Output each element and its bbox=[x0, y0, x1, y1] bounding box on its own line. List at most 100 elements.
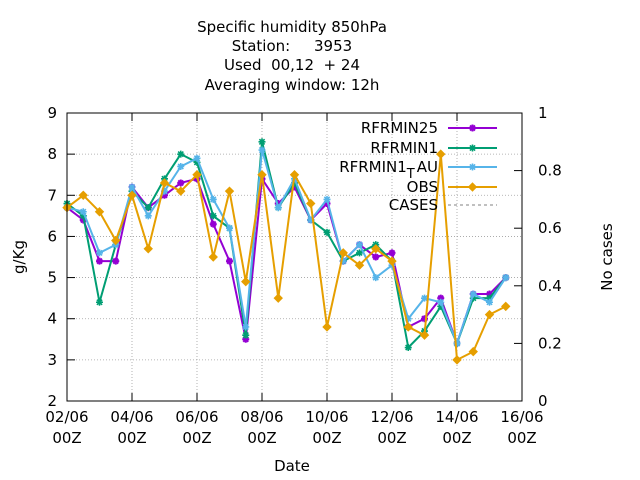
y-tick-label: 3 bbox=[47, 351, 57, 369]
legend-label: RFRMIN25 bbox=[361, 119, 438, 137]
x-tick-label-hour: 00Z bbox=[247, 429, 276, 447]
data-point bbox=[177, 179, 185, 187]
data-point bbox=[273, 293, 283, 303]
data-point bbox=[436, 149, 446, 159]
data-point bbox=[242, 331, 250, 339]
data-point bbox=[112, 257, 120, 265]
data-point bbox=[144, 204, 152, 212]
x-tick-label-date: 02/06 bbox=[45, 408, 88, 426]
data-point bbox=[323, 195, 331, 203]
data-point bbox=[323, 228, 331, 236]
data-point bbox=[338, 248, 348, 258]
data-point bbox=[486, 298, 493, 306]
data-point bbox=[177, 162, 185, 170]
x-tick-label-hour: 00Z bbox=[442, 429, 471, 447]
grid bbox=[67, 113, 522, 401]
title-line-1: Specific humidity 850hPa bbox=[197, 18, 387, 36]
y2-tick-label: 1 bbox=[538, 104, 548, 122]
data-point bbox=[257, 170, 267, 180]
data-point bbox=[484, 309, 495, 320]
data-point bbox=[502, 274, 510, 282]
x-tick-label-date: 12/06 bbox=[370, 408, 413, 426]
legend-entry: RFRMIN1 bbox=[370, 139, 497, 157]
x-tick-label-hour: 00Z bbox=[117, 429, 146, 447]
y-tick-label: 2 bbox=[47, 392, 57, 410]
legend-label: OBS bbox=[407, 178, 438, 196]
data-point bbox=[404, 344, 412, 352]
y2-tick-label: 0.4 bbox=[538, 277, 562, 295]
data-point bbox=[209, 195, 217, 203]
data-point bbox=[388, 249, 396, 257]
x-tick-label-date: 10/06 bbox=[305, 408, 348, 426]
data-point bbox=[437, 298, 445, 306]
x-tick-label-hour: 00Z bbox=[52, 429, 81, 447]
data-point bbox=[111, 235, 121, 246]
data-point bbox=[143, 244, 153, 254]
x-tick-label-date: 16/06 bbox=[500, 408, 543, 426]
data-point bbox=[274, 204, 282, 212]
x-tick-label-date: 04/06 bbox=[110, 408, 153, 426]
chart-title: Specific humidity 850hPa Station: 3953 U… bbox=[197, 18, 387, 94]
data-point bbox=[242, 323, 250, 331]
axis-ticks: 2 3 4 5 6 7 8 9 0 0.2 0.4 0.6 0.8 1 02/06 00Z 04/06 00Z 06… bbox=[45, 104, 561, 447]
legend-label: CASES bbox=[389, 196, 438, 214]
y-tick-label: 6 bbox=[47, 227, 57, 245]
data-point bbox=[387, 256, 397, 266]
data-point bbox=[289, 170, 300, 180]
data-point bbox=[469, 290, 477, 298]
data-point bbox=[419, 330, 430, 340]
data-point bbox=[452, 355, 462, 365]
data-point bbox=[226, 257, 233, 265]
x-tick-label-hour: 00Z bbox=[182, 429, 211, 447]
y-axis-label: g/Kg bbox=[10, 240, 28, 274]
x-axis-label: Date bbox=[274, 457, 310, 475]
y-tick-label: 9 bbox=[47, 104, 57, 122]
data-point bbox=[79, 208, 87, 216]
data-point bbox=[258, 138, 266, 146]
series-line-rfrmin1-au bbox=[66, 149, 507, 345]
data-point bbox=[371, 244, 381, 254]
y2-tick-label: 0.8 bbox=[538, 162, 562, 180]
data-point bbox=[177, 150, 185, 158]
data-point bbox=[372, 274, 380, 282]
legend-entry: CASES bbox=[389, 196, 497, 214]
x-tick-label-date: 06/06 bbox=[175, 408, 218, 426]
legend-marker bbox=[469, 124, 476, 132]
data-point bbox=[144, 212, 152, 220]
data-point bbox=[176, 186, 186, 196]
data-point bbox=[354, 260, 365, 270]
data-point bbox=[356, 249, 363, 257]
data-point bbox=[322, 322, 332, 332]
data-point bbox=[208, 252, 218, 262]
legend-marker bbox=[469, 163, 476, 171]
legend-label: RFRMIN1 bbox=[370, 139, 438, 157]
data-point bbox=[403, 322, 413, 332]
y-tick-label: 8 bbox=[47, 145, 57, 163]
legend-entry: OBS bbox=[407, 178, 497, 196]
data-point bbox=[209, 220, 217, 228]
data-point bbox=[242, 335, 250, 343]
plot-series bbox=[62, 138, 511, 365]
series-line-obs bbox=[66, 153, 507, 361]
data-point bbox=[226, 224, 233, 232]
data-point bbox=[356, 241, 363, 249]
data-point bbox=[372, 253, 380, 261]
data-point bbox=[209, 212, 217, 220]
data-point bbox=[241, 276, 251, 287]
x-tick-label-hour: 00Z bbox=[507, 429, 536, 447]
x-tick-label-date: 14/06 bbox=[435, 408, 478, 426]
x-tick-label-hour: 00Z bbox=[377, 429, 406, 447]
data-point bbox=[159, 178, 170, 188]
data-point bbox=[224, 186, 235, 196]
data-point bbox=[127, 190, 137, 200]
data-point bbox=[94, 207, 105, 217]
x-tick-label-hour: 00Z bbox=[312, 429, 341, 447]
y2-tick-label: 0.2 bbox=[538, 334, 562, 352]
data-point bbox=[421, 294, 428, 302]
data-point bbox=[306, 198, 316, 209]
y-tick-label: 5 bbox=[47, 269, 57, 287]
data-point bbox=[501, 301, 511, 312]
y2-tick-label: 0 bbox=[538, 392, 548, 410]
